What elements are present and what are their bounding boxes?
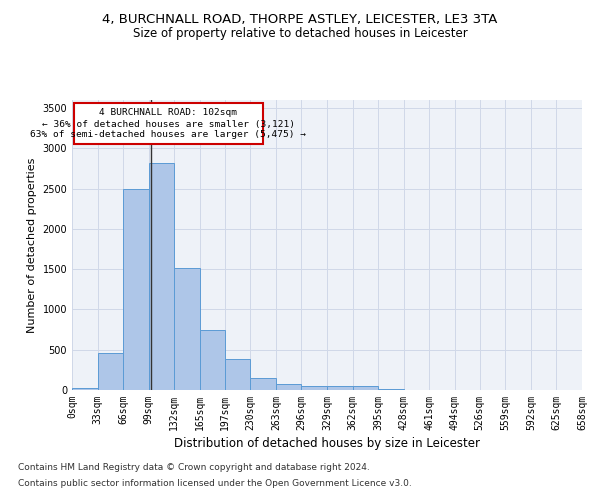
Bar	[149, 163, 175, 390]
Bar	[327, 386, 353, 390]
Text: Contains public sector information licensed under the Open Government Licence v3: Contains public sector information licen…	[18, 478, 412, 488]
Bar	[378, 389, 404, 390]
X-axis label: Distribution of detached houses by size in Leicester: Distribution of detached houses by size …	[174, 437, 480, 450]
Y-axis label: Number of detached properties: Number of detached properties	[27, 158, 37, 332]
Text: Contains HM Land Registry data © Crown copyright and database right 2024.: Contains HM Land Registry data © Crown c…	[18, 464, 370, 472]
Bar	[353, 386, 378, 390]
Bar	[123, 188, 149, 390]
Text: ← 36% of detached houses are smaller (3,121): ← 36% of detached houses are smaller (3,…	[42, 120, 295, 128]
Bar	[200, 330, 224, 390]
Bar	[98, 353, 123, 390]
Text: 63% of semi-detached houses are larger (5,475) →: 63% of semi-detached houses are larger (…	[31, 130, 307, 139]
Bar	[250, 378, 276, 390]
Bar	[74, 103, 263, 144]
Bar	[301, 386, 327, 390]
Bar	[276, 384, 301, 390]
Text: 4 BURCHNALL ROAD: 102sqm: 4 BURCHNALL ROAD: 102sqm	[100, 108, 238, 118]
Bar	[72, 388, 98, 390]
Bar	[175, 268, 200, 390]
Bar	[224, 358, 250, 390]
Text: 4, BURCHNALL ROAD, THORPE ASTLEY, LEICESTER, LE3 3TA: 4, BURCHNALL ROAD, THORPE ASTLEY, LEICES…	[103, 12, 497, 26]
Text: Size of property relative to detached houses in Leicester: Size of property relative to detached ho…	[133, 28, 467, 40]
